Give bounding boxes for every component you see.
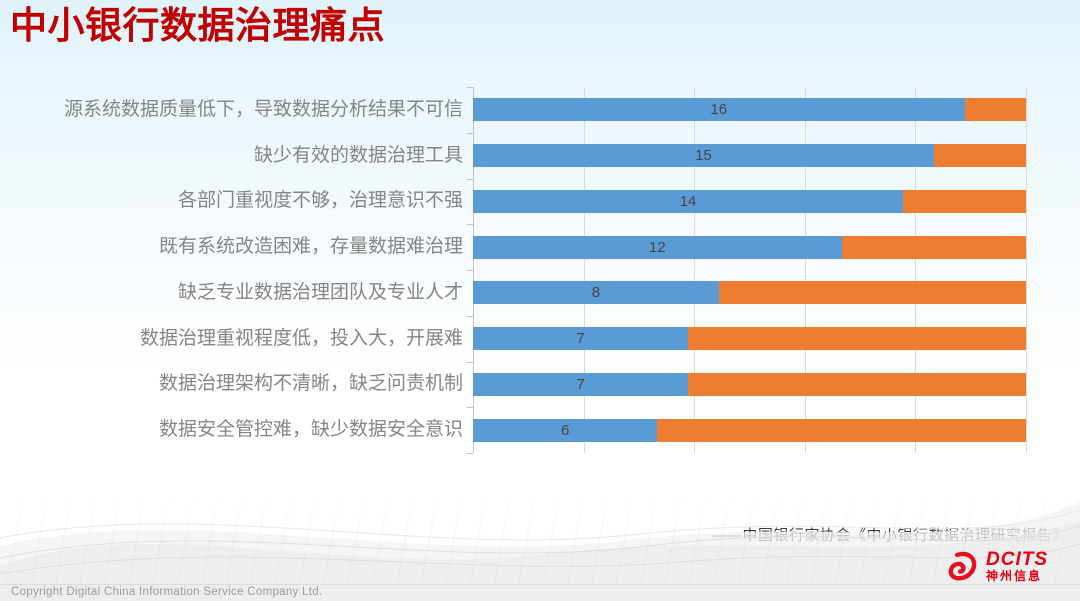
category-label: 缺少有效的数据治理工具: [253, 144, 463, 166]
bar-value-label: 12: [648, 238, 666, 256]
chart-row: 既有系统改造困难，存量数据难治理 12: [0, 224, 1026, 270]
category-label: 各部门重视度不够，治理意识不强: [177, 190, 463, 212]
bar-value-label: 7: [576, 330, 585, 348]
chart-row: 缺乏专业数据治理团队及专业人才 8: [0, 270, 1026, 316]
axis-tick: [467, 178, 473, 180]
chart-row: 缺少有效的数据治理工具 15: [0, 133, 1026, 179]
bar-segment-blue: 8: [473, 281, 719, 305]
dcits-swirl-icon: [948, 551, 977, 581]
bar-segment-blue: 14: [473, 189, 904, 213]
bar-value-label: 7: [576, 375, 585, 393]
bar-segment-orange: [688, 372, 1026, 396]
gridline: [694, 87, 696, 453]
bar-segment-blue: 15: [473, 144, 934, 168]
bar-segment-blue: 7: [473, 372, 689, 396]
logo-brand-text: DCITS: [986, 549, 1048, 570]
gridline: [1026, 87, 1027, 453]
stacked-bar: 15: [473, 144, 1026, 168]
category-axis-line: [473, 87, 474, 453]
bar-segment-blue: 12: [473, 235, 842, 259]
gridline: [583, 87, 585, 453]
stacked-bar-chart: 源系统数据质量低下，导致数据分析结果不可信 16 缺少有效的数据治理工具 15 …: [0, 87, 1080, 454]
stacked-bar: 7: [473, 372, 1026, 396]
bar-segment-blue: 6: [473, 418, 658, 442]
category-label: 数据安全管控难，缺少数据安全意识: [158, 419, 463, 441]
bar-segment-blue: 7: [473, 327, 689, 351]
bar-segment-orange: [841, 235, 1026, 259]
company-logo: DCITS 神州信息: [940, 548, 1048, 586]
chart-row: 数据治理重视程度低，投入大，开展难 7: [0, 316, 1026, 362]
bar-segment-orange: [718, 281, 1026, 305]
chart-row: 数据安全管控难，缺少数据安全意识 6: [0, 407, 1026, 453]
axis-tick: [467, 87, 473, 88]
logo-brand-cn-text: 神州信息: [986, 569, 1043, 583]
chart-row: 数据治理架构不清晰，缺乏问责机制 7: [0, 362, 1026, 408]
copyright-text: Copyright Digital China Information Serv…: [11, 586, 323, 598]
axis-tick: [467, 361, 473, 363]
chart-rows: 源系统数据质量低下，导致数据分析结果不可信 16 缺少有效的数据治理工具 15 …: [0, 87, 1026, 453]
axis-tick: [467, 407, 473, 409]
gridline: [915, 87, 917, 453]
chart-row: 源系统数据质量低下，导致数据分析结果不可信 16: [0, 87, 1026, 133]
bar-segment-orange: [933, 144, 1026, 168]
bar-segment-orange: [688, 327, 1026, 351]
bar-value-label: 6: [560, 421, 570, 439]
bar-segment-blue: 16: [473, 98, 965, 122]
axis-tick: [467, 315, 473, 317]
axis-tick: [467, 270, 473, 271]
gridline: [804, 87, 806, 453]
bar-value-label: 15: [695, 147, 712, 165]
axis-tick: [467, 224, 473, 226]
axis-tick: [467, 453, 473, 454]
category-label: 缺乏专业数据治理团队及专业人才: [177, 281, 463, 303]
category-axis-ticks: [467, 87, 473, 454]
bar-segment-orange: [903, 189, 1026, 213]
stacked-bar: 12: [473, 235, 1026, 259]
footer-bar: Copyright Digital China Information Serv…: [0, 584, 1080, 601]
category-label: 数据治理重视程度低，投入大，开展难: [139, 327, 463, 349]
stacked-bar: 7: [473, 327, 1026, 351]
bar-value-label: 8: [591, 284, 601, 302]
bar-segment-orange: [657, 418, 1026, 442]
plot-area: [473, 87, 1027, 453]
category-label: 既有系统改造困难，存量数据难治理: [158, 236, 463, 258]
chart-row: 各部门重视度不够，治理意识不强 14: [0, 179, 1026, 225]
stacked-bar: 8: [473, 281, 1026, 305]
slide-title: 中小银行数据治理痛点: [10, 5, 385, 46]
bar-segment-orange: [964, 98, 1026, 122]
category-label: 源系统数据质量低下，导致数据分析结果不可信: [63, 98, 463, 120]
stacked-bar: 6: [473, 418, 1026, 442]
bar-value-label: 16: [710, 101, 728, 119]
bar-value-label: 14: [679, 192, 697, 210]
category-label: 数据治理架构不清晰，缺乏问责机制: [158, 373, 463, 395]
stacked-bar: 16: [473, 98, 1026, 122]
axis-tick: [467, 132, 473, 134]
source-citation: ——中国银行家协会《中小银行数据治理研究报告》: [711, 527, 1068, 544]
stacked-bar: 14: [473, 189, 1026, 213]
